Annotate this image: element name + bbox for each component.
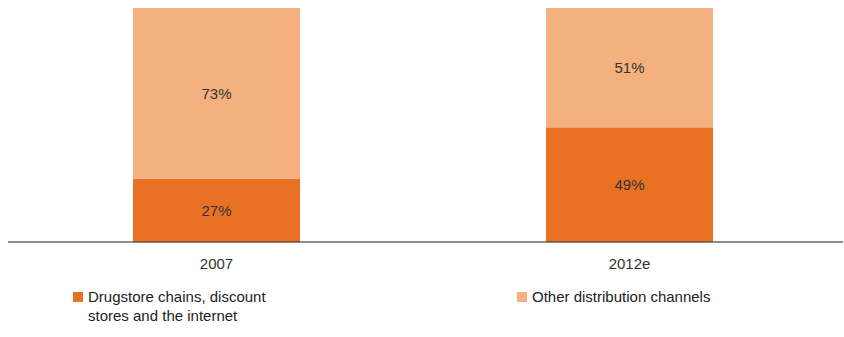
legend-label: Drugstore chains, discount stores and th… xyxy=(88,287,298,325)
bar-segment xyxy=(133,8,300,179)
legend-swatch xyxy=(73,292,83,302)
category-label: 2012e xyxy=(609,255,651,272)
data-label: 27% xyxy=(201,202,231,219)
bar-segment xyxy=(133,179,300,242)
bar-segment xyxy=(546,127,713,242)
data-labels: 27% 73% 49% 51% xyxy=(201,59,644,219)
data-label: 49% xyxy=(614,176,644,193)
bars xyxy=(133,8,713,242)
legend-label: Other distribution channels xyxy=(532,287,832,306)
legend-swatch xyxy=(517,292,527,302)
data-label: 73% xyxy=(201,85,231,102)
x-axis-line xyxy=(8,242,843,243)
category-label: 2007 xyxy=(200,255,233,272)
bar-segment xyxy=(546,8,713,127)
chart: 27% 73% 49% 51% 2007 2012e xyxy=(0,0,844,337)
data-label: 51% xyxy=(614,59,644,76)
